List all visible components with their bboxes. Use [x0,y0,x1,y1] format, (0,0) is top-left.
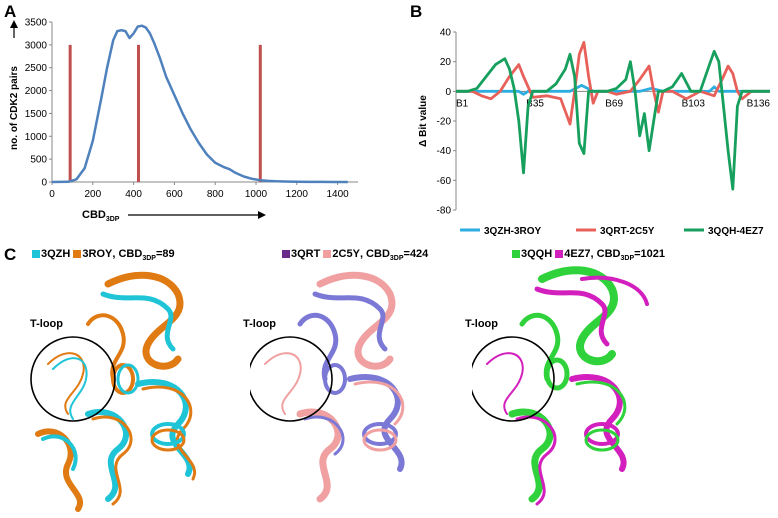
tloop-label-3: T-loop [465,318,498,330]
panel-c-legend-3: 3QQH 4EZ7, CBD3DP=1021 [512,248,665,262]
protein-structure-3qzh-3roy [30,271,197,512]
panel-b-x-tick-label: B103 [682,98,706,109]
panel-b-x-tick-label: B1 [456,98,469,109]
panel-b-y-tick-label: -80 [437,206,452,217]
legend-cbd-sub: 3DP [389,255,404,263]
tloop-circle [250,336,333,422]
legend-cbd: , CBD [359,248,390,261]
legend-cbd-value: =89 [155,248,175,261]
panel-a-x-tick-label: 1200 [286,189,309,200]
panel-a-y-tick-label: 3000 [25,40,48,51]
legend-cbd-value: =424 [403,248,429,261]
panel-b-ylabel: Δ Bit value [418,95,429,147]
panel-a-ylabel-arrowhead [10,20,18,28]
tloop-circle [472,336,555,422]
panel-a-x-tick-label: 200 [84,189,101,200]
legend-cbd-sub: 3DP [620,255,635,263]
legend-label-a: 3QQH [521,248,553,261]
panel-a-x-tick-label: 1400 [326,189,349,200]
panel-a-x-tick-label: 600 [166,189,183,200]
panel-b-x-tick-label: B69 [605,98,623,109]
legend-label-b: 2C5Y [332,248,360,261]
panel-a-x-tick-label: 0 [49,189,55,200]
tloop-label-1: T-loop [30,318,63,330]
panel-a-xlabel-arrowhead [258,211,266,219]
legend-swatch [512,250,520,259]
protein-structure-3qqh-4ez7 [472,266,649,506]
panel-a-chart: 0 200 400 600 800 1000 1200 1400 0 500 1000 1500 200… [9,18,358,223]
panel-a-xlabel: CBD3DP [82,209,120,223]
protein-structure-3qrt-2c5y [250,271,405,503]
panel-a-x-tick-label: 1000 [245,189,268,200]
tloop-circle [30,336,116,422]
panel-a-y-tick-label: 3500 [25,18,48,29]
legend-label-b: 4EZ7 [564,248,591,261]
panel-b-x-tick-label: B136 [747,98,771,109]
legend-swatch [555,250,564,259]
panel-c-legend-2: 3QRT 2C5Y, CBD3DP=424 [282,248,428,262]
panel-b-y-tick-label: -40 [437,146,452,157]
panel-b-y-tick-label: 0 [445,87,451,98]
legend-swatch [282,250,290,259]
panel-b-series-line [456,49,770,191]
panel-a-y-tick-label: 2500 [25,63,48,74]
panel-b-y-tick-label: 20 [440,57,452,68]
legend-label-a: 3QRT [291,248,321,261]
panel-b-legend-label: 3QRT-2C5Y [600,226,655,237]
panel-b-letter: B [410,2,423,21]
panel-b-legend-label: 3QZH-3ROY [484,226,542,237]
legend-swatch [73,250,82,259]
panel-a-y-tick-label: 0 [41,178,47,189]
legend-swatch [323,250,332,259]
legend-cbd-sub: 3DP [142,255,156,263]
tloop-label-2: T-loop [243,318,276,330]
panel-c-legend-1: 3QZH 3ROY, CBD3DP=89 [32,248,175,262]
panel-a-x-tick-label: 400 [125,189,142,200]
panel-a-series-line [51,24,348,184]
panel-a-x-tick-label: 800 [207,189,224,200]
legend-cbd: , CBD [112,248,143,261]
panel-a-y-tick-label: 500 [30,155,47,166]
panel-a-y-tick-label: 2000 [25,86,48,97]
panel-b-chart: 40 20 0 -20 -40 -60 -80 B1 B35 B69 B103 B136 Δ Bit … [418,28,771,238]
legend-swatch [32,250,40,259]
panel-a-letter: A [4,2,17,21]
panel-b-legend-label: 3QQH-4EZ7 [708,226,764,237]
legend-label-a: 3QZH [41,248,71,261]
legend-cbd-value: =1021 [634,248,666,261]
legend-label-b: 3ROY [82,248,113,261]
panel-b-y-tick-label: 40 [440,28,452,39]
panel-c-letter: C [4,245,17,264]
panel-a-y-tick-label: 1500 [25,109,48,120]
panel-b-y-tick-label: -20 [437,117,452,128]
panel-a-ylabel: no. of CDK2 pairs [9,66,20,150]
panel-b-x-tick-label: B35 [526,98,544,109]
panel-b-y-tick-label: -60 [437,176,452,187]
panel-a-y-tick-label: 1000 [25,132,48,143]
legend-cbd: , CBD [590,248,621,261]
